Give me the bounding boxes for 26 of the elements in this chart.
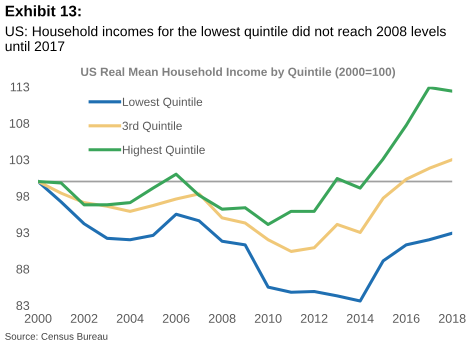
y-tick-label: 103: [10, 155, 30, 164]
chart-title: Exhibit 13:: [6, 5, 81, 16]
legend-label: Highest Quintile: [122, 145, 205, 156]
x-tick-label: 2018: [438, 314, 466, 323]
x-tick-label: 2002: [70, 314, 98, 323]
x-tick-label: 2004: [116, 314, 144, 323]
y-tick-label: 88: [16, 264, 30, 274]
x-tick-label: 2014: [346, 314, 374, 323]
chart-subtitle: US: Household incomes for the lowest quintile did not reach 2008 levels until 2017: [6, 26, 446, 52]
x-tick-label: 2000: [24, 314, 52, 323]
y-tick-label: 93: [16, 228, 30, 238]
text: US Real Mean Household Income by Quintile (2000=100): [81, 67, 396, 78]
legend-label: 3rd Quintile: [122, 121, 182, 132]
y-tick-label: 83: [16, 301, 30, 310]
source-note: Source: Census Bureau: [5, 332, 108, 340]
x-tick-label: 2006: [162, 314, 190, 323]
y-tick-label: 108: [10, 118, 30, 128]
x-tick-label: 2010: [254, 314, 282, 323]
x-tick-label: 2012: [300, 314, 328, 323]
line-series: [38, 158, 452, 253]
legend-label: Lowest Quintile: [122, 97, 202, 108]
x-tick-label: 2016: [392, 314, 420, 323]
x-tick-label: 2008: [208, 314, 236, 323]
y-tick-label: 113: [10, 82, 30, 92]
y-tick-label: 98: [16, 192, 30, 201]
line-series: [38, 86, 452, 226]
